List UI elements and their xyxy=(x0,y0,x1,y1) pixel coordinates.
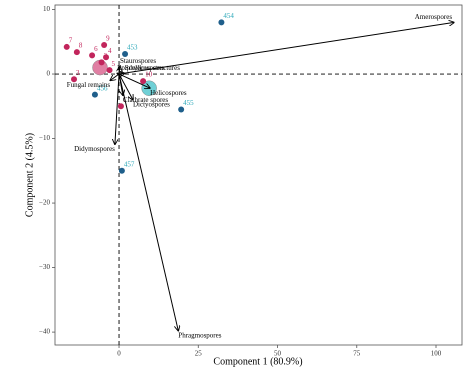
point xyxy=(218,19,225,26)
y-tick-label: −10 xyxy=(39,134,50,142)
point-label: 453 xyxy=(127,44,138,52)
x-tick-label: 75 xyxy=(353,350,361,358)
point-label: 8 xyxy=(79,42,83,50)
x-tick-label: 0 xyxy=(117,350,121,358)
point-label: 6 xyxy=(94,45,98,53)
arrow-label: Didymospores xyxy=(74,145,115,153)
plot-frame xyxy=(54,4,463,346)
point xyxy=(140,78,147,85)
point-label: 10 xyxy=(145,71,153,79)
point-label: 4 xyxy=(108,47,112,55)
arrow-label: Fungal remains xyxy=(67,81,111,89)
point xyxy=(98,59,105,66)
point xyxy=(71,76,78,83)
point xyxy=(118,167,125,174)
point-label: 456 xyxy=(97,84,108,92)
y-tick-label: −30 xyxy=(39,263,50,271)
loading-arrow xyxy=(117,73,119,74)
point xyxy=(89,52,96,59)
loading-arrow xyxy=(118,73,133,100)
point-label: 2 xyxy=(104,52,108,60)
point-label: 457 xyxy=(124,160,135,168)
point-label: 5 xyxy=(112,60,116,68)
arrow-label: Helicospores xyxy=(150,89,187,97)
loading-arrow xyxy=(118,73,125,74)
loading-arrow xyxy=(110,73,120,80)
point xyxy=(101,42,108,48)
point xyxy=(178,106,185,113)
arrow-label: Dictyospores xyxy=(133,100,170,108)
loading-arrow xyxy=(115,74,120,144)
point xyxy=(63,43,70,50)
loading-arrow xyxy=(118,73,178,331)
y-tick-label: −40 xyxy=(39,328,50,336)
point-label: 3 xyxy=(76,69,80,77)
point xyxy=(122,51,129,58)
x-tick-label: 100 xyxy=(431,350,442,358)
point-label: 9 xyxy=(106,35,110,43)
point xyxy=(106,67,113,74)
arrow-label: Epiphyllous structures xyxy=(117,64,180,72)
arrow-label: Amerospores xyxy=(415,13,453,21)
point xyxy=(73,49,80,56)
point-label: 455 xyxy=(183,99,194,107)
point xyxy=(103,54,110,61)
arrow-label: Staurospores xyxy=(120,57,156,65)
point-label: 7 xyxy=(69,37,73,45)
point-label: 454 xyxy=(223,12,234,20)
loading-arrow xyxy=(118,22,454,75)
y-tick-label: 0 xyxy=(47,70,51,78)
arrow-label: Scolecospores xyxy=(125,64,165,72)
x-tick-label: 25 xyxy=(195,350,203,358)
y-tick-label: 10 xyxy=(43,5,51,13)
arrow-label: Clathrate spores xyxy=(123,96,169,104)
arrow-label: Phragmospores xyxy=(178,331,221,339)
point xyxy=(91,91,98,98)
point xyxy=(117,103,124,110)
x-tick-label: 50 xyxy=(274,350,282,358)
y-tick-label: −20 xyxy=(39,199,50,207)
y-axis-label: Component 2 (4.5%) xyxy=(24,133,35,217)
x-axis-label: Component 1 (80.9%) xyxy=(213,356,302,367)
